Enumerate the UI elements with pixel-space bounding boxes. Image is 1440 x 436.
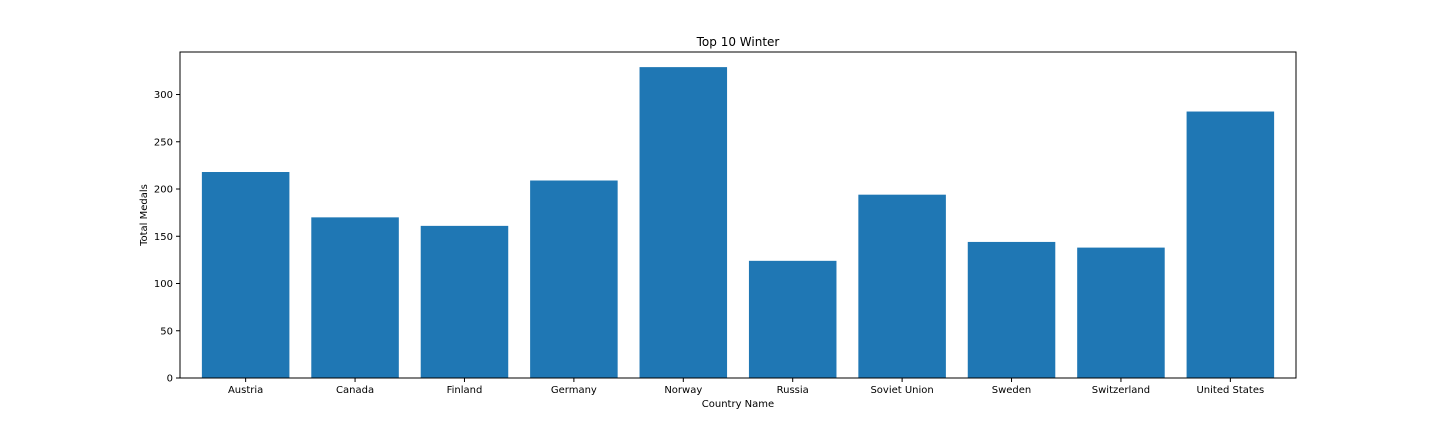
x-tick-label: United States — [1196, 385, 1264, 396]
bar-austria — [201, 172, 290, 378]
x-tick-label: Norway — [664, 385, 702, 396]
bar-russia — [748, 260, 837, 378]
x-tick-label: Finland — [447, 385, 483, 396]
y-tick-label: 250 — [154, 137, 173, 148]
bar-switzerland — [1077, 247, 1165, 378]
plot-frame — [179, 51, 1297, 379]
y-tick-label: 0 — [167, 374, 173, 385]
y-tick-label: 300 — [154, 90, 173, 101]
x-tick-label: Germany — [551, 385, 597, 396]
bar-finland — [420, 225, 509, 378]
bar-norway — [639, 67, 728, 379]
bar-soviet-union — [858, 194, 946, 378]
y-axis: 0 50 100 150 200 250 300 — [154, 90, 180, 385]
x-axis-label: Country Name — [702, 399, 774, 410]
y-axis-label: Total Medals — [139, 184, 150, 247]
x-axis: Austria Canada Finland Germany Norway Russia S… — [228, 378, 1264, 396]
x-tick-label: Soviet Union — [870, 385, 933, 396]
chart-title: Top 10 Winter — [696, 35, 780, 49]
y-tick-label: 50 — [160, 326, 173, 337]
y-tick-label: 150 — [154, 232, 173, 243]
x-tick-label: Russia — [777, 385, 809, 396]
y-tick-label: 100 — [154, 279, 173, 290]
x-tick-label: Canada — [336, 385, 374, 396]
bar-canada — [311, 217, 399, 378]
y-tick-label: 200 — [154, 185, 173, 196]
x-tick-label: Austria — [228, 385, 263, 396]
bars-group — [201, 67, 1275, 379]
bar-germany — [530, 180, 618, 378]
bar-sweden — [967, 241, 1056, 378]
bar-united-states — [1186, 111, 1275, 378]
x-tick-label: Switzerland — [1092, 385, 1150, 396]
x-tick-label: Sweden — [992, 385, 1032, 396]
